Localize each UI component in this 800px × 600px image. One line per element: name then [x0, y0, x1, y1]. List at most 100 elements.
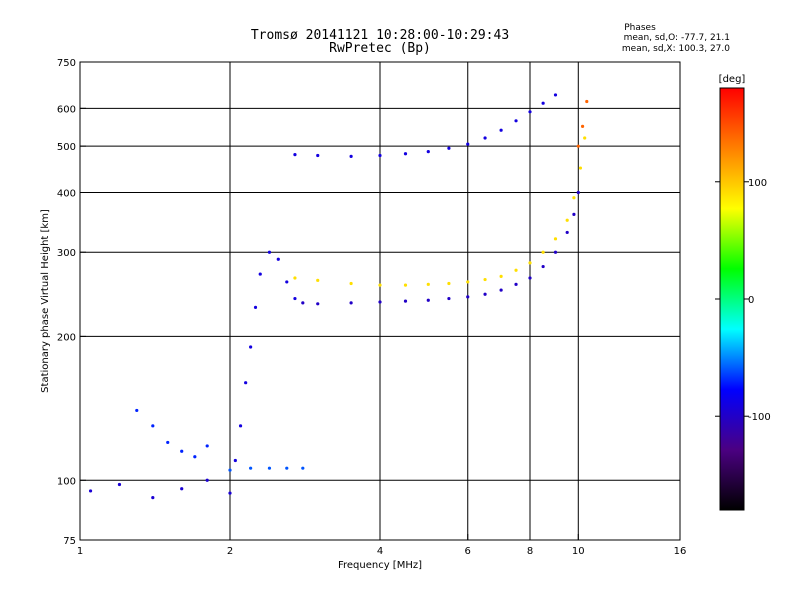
x-tick-label: 1 [77, 546, 83, 557]
x-tick-label: 2 [227, 546, 233, 557]
echo-point [578, 166, 583, 170]
echo-point [499, 288, 503, 292]
echo-point [349, 154, 353, 158]
colorbar-tick-label: -100 [748, 412, 771, 423]
echo-point [276, 257, 280, 261]
echo-point [483, 136, 487, 140]
echo-point [258, 272, 262, 276]
echo-point [249, 345, 253, 349]
colorbar-tick-label: 0 [748, 295, 754, 306]
echo-point [403, 283, 408, 287]
axis-ticks: 1 2 4 6 8 10 16 75 100 200 300 400 500 600 750 [57, 58, 686, 557]
echo-point [572, 212, 576, 216]
echo-point [238, 424, 243, 428]
colorbar: [deg] 100 0 -100 [715, 74, 771, 511]
echo-point [301, 301, 305, 305]
chart-subtitle: RwPretec (Bp) [329, 41, 431, 56]
echo-point [585, 99, 589, 104]
echo-point [426, 282, 430, 286]
echo-point [117, 482, 122, 487]
echo-point [403, 152, 408, 156]
echo-point [466, 295, 470, 299]
x-axis-label: Frequency [MHz] [338, 560, 422, 571]
echo-point [528, 276, 532, 280]
echo-point [293, 153, 297, 157]
echo-point [349, 301, 353, 305]
echo-point [293, 276, 297, 280]
echo-point [285, 466, 289, 470]
x-tick-label: 6 [465, 546, 471, 557]
echo-point [205, 444, 209, 448]
echo-point [580, 124, 585, 128]
echo-point [565, 230, 569, 235]
echo-point [499, 128, 503, 132]
echo-point [528, 261, 532, 265]
chart-title: Tromsø 20141121 10:28:00-10:29:43 [250, 28, 510, 43]
echo-point [228, 491, 232, 495]
y-tick-label: 600 [57, 104, 76, 115]
echo-point [541, 250, 545, 254]
echo-point [447, 146, 451, 150]
echo-point [293, 296, 297, 301]
echo-point [244, 381, 248, 385]
y-tick-label: 200 [57, 332, 76, 343]
y-tick-label: 400 [57, 188, 76, 199]
y-tick-label: 300 [57, 248, 76, 259]
echo-point [514, 282, 518, 286]
y-tick-label: 75 [63, 536, 76, 547]
echo-point [301, 466, 305, 470]
echo-point [541, 101, 545, 105]
echo-point [180, 487, 184, 491]
stats-header: Phases [624, 23, 656, 33]
echo-point [166, 440, 170, 445]
echo-point [483, 277, 487, 282]
colorbar-gradient [719, 87, 745, 511]
x-tick-label: 10 [572, 546, 585, 557]
stats-o-mode: mean, sd,O: -77.7, 21.1 [623, 33, 730, 43]
echo-point [233, 458, 237, 463]
echo-point [583, 136, 587, 140]
echo-point [378, 153, 382, 158]
echo-point [228, 468, 232, 472]
colorbar-tick-label: 100 [748, 178, 767, 189]
grid-lines [80, 62, 680, 540]
echo-point [151, 495, 155, 500]
echo-point [378, 300, 382, 304]
echo-point [565, 218, 569, 222]
echo-point [572, 196, 576, 200]
colorbar-label: [deg] [719, 74, 746, 85]
echo-point [193, 455, 197, 459]
y-axis-label: Stationary phase Virtual Height [km] [40, 209, 51, 393]
echo-point [576, 190, 580, 195]
echo-point [514, 268, 518, 272]
echo-point [316, 302, 320, 306]
echo-point [180, 449, 184, 453]
echo-point [403, 299, 408, 303]
echo-point [553, 93, 558, 97]
echo-point [447, 281, 451, 286]
echo-point [135, 408, 139, 413]
echo-point [447, 296, 451, 301]
echo-point [466, 280, 470, 284]
echo-point [267, 250, 272, 254]
echo-point [466, 142, 470, 146]
echo-point [88, 489, 93, 493]
y-tick-label: 500 [57, 142, 76, 153]
echo-point [528, 110, 532, 114]
echo-point [253, 305, 258, 309]
stats-x-mode: mean, sd,X: 100.3, 27.0 [621, 44, 730, 54]
echo-point [316, 278, 320, 282]
echo-points [88, 93, 589, 500]
echo-point [514, 119, 518, 123]
echo-point [267, 466, 272, 470]
echo-point [249, 466, 253, 470]
echo-point [576, 144, 580, 148]
x-tick-label: 16 [674, 546, 687, 557]
echo-point [205, 478, 209, 482]
echo-point [499, 274, 503, 279]
echo-point [151, 424, 155, 428]
echo-point [541, 264, 545, 269]
echo-point [483, 292, 487, 296]
echo-point [426, 150, 430, 154]
